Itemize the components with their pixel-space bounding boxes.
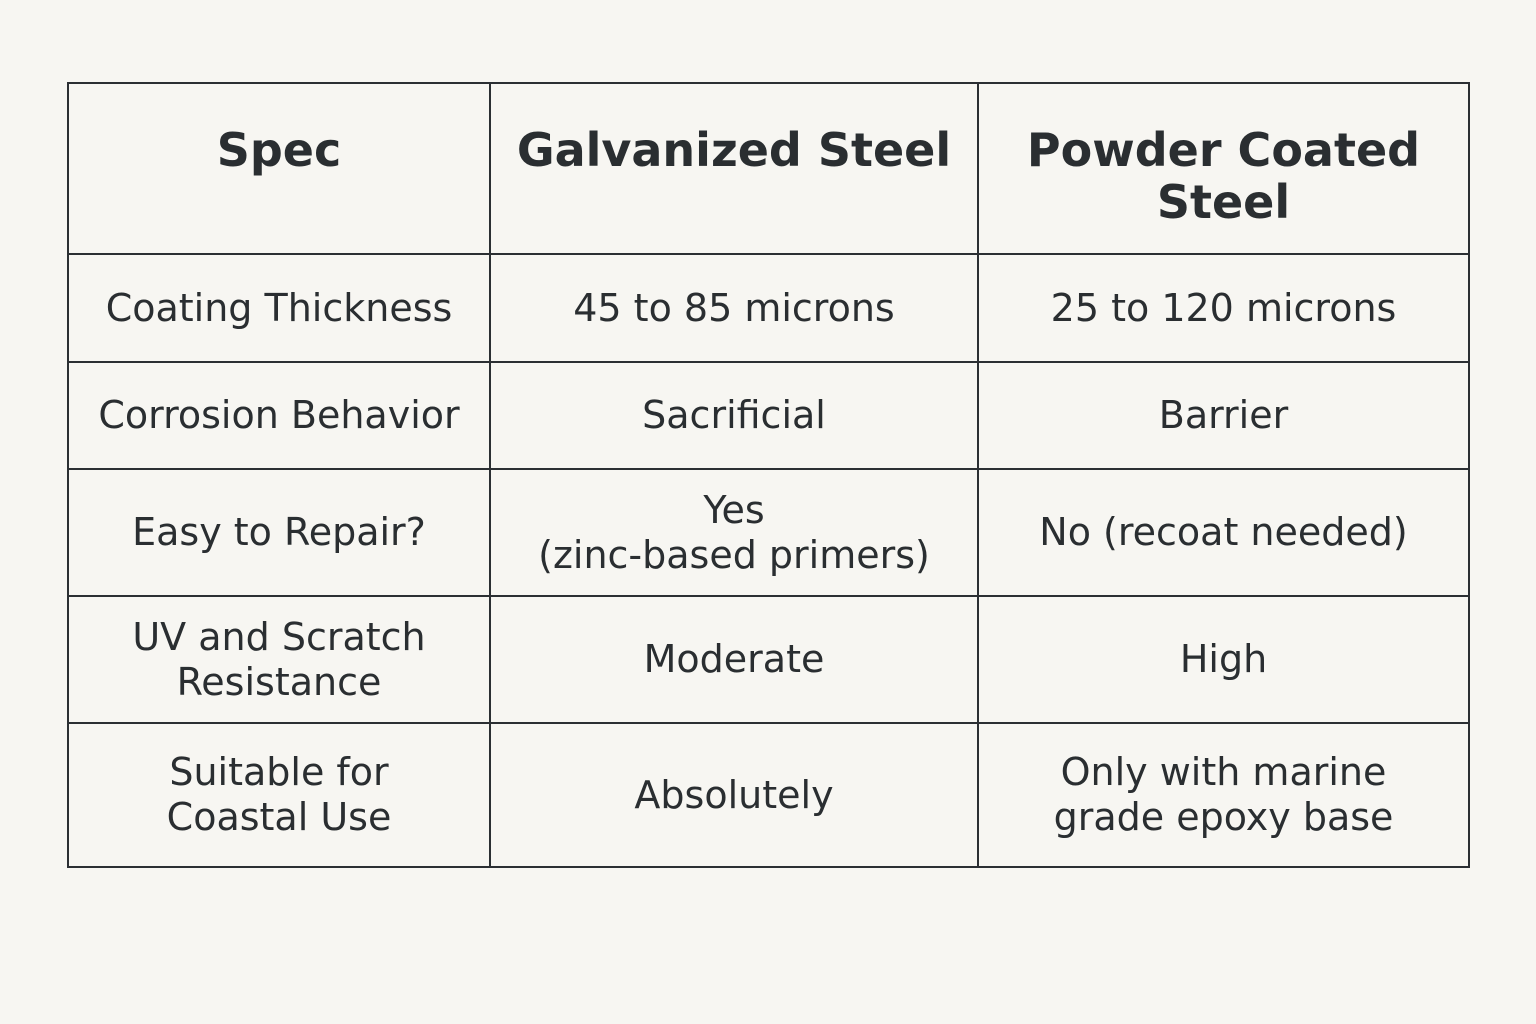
spec-cell: UV and Scratch Resistance bbox=[67, 595, 491, 724]
spec-cell: Suitable for Coastal Use bbox=[67, 722, 491, 868]
galvanized-cell: Sacrificial bbox=[489, 361, 979, 470]
header-powder-coated-steel: Powder Coated Steel bbox=[977, 82, 1470, 255]
table-row: Easy to Repair? Yes (zinc-based primers)… bbox=[67, 468, 1470, 597]
galvanized-cell: 45 to 85 microns bbox=[489, 253, 979, 363]
galvanized-cell: Yes (zinc-based primers) bbox=[489, 468, 979, 597]
galvanized-cell: Absolutely bbox=[489, 722, 979, 868]
header-galvanized-steel: Galvanized Steel bbox=[489, 82, 979, 255]
galvanized-cell: Moderate bbox=[489, 595, 979, 724]
powder-coated-cell: Only with marine grade epoxy base bbox=[977, 722, 1470, 868]
header-spec: Spec bbox=[67, 82, 491, 255]
comparison-table: Spec Galvanized Steel Powder Coated Stee… bbox=[67, 82, 1470, 868]
spec-cell: Coating Thickness bbox=[67, 253, 491, 363]
table-row: Suitable for Coastal Use Absolutely Only… bbox=[67, 722, 1470, 868]
spec-cell: Corrosion Behavior bbox=[67, 361, 491, 470]
table-row: UV and Scratch Resistance Moderate High bbox=[67, 595, 1470, 724]
powder-coated-cell: 25 to 120 microns bbox=[977, 253, 1470, 363]
powder-coated-cell: Barrier bbox=[977, 361, 1470, 470]
spec-cell: Easy to Repair? bbox=[67, 468, 491, 597]
header-row: Spec Galvanized Steel Powder Coated Stee… bbox=[67, 82, 1470, 255]
table-row: Corrosion Behavior Sacrificial Barrier bbox=[67, 361, 1470, 470]
powder-coated-cell: High bbox=[977, 595, 1470, 724]
table-row: Coating Thickness 45 to 85 microns 25 to… bbox=[67, 253, 1470, 363]
powder-coated-cell: No (recoat needed) bbox=[977, 468, 1470, 597]
